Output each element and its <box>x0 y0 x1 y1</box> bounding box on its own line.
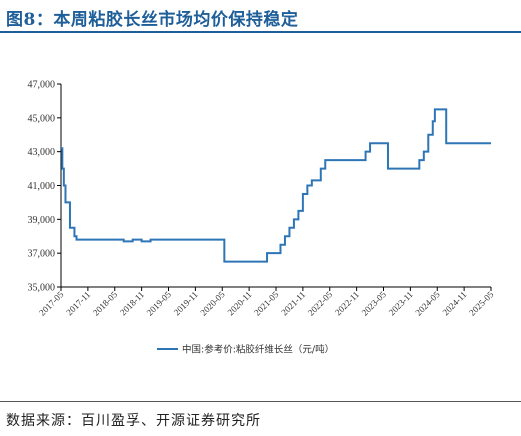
x-tick-label: 2023-05 <box>360 289 389 318</box>
title-divider <box>0 31 521 33</box>
x-tick-label: 2022-05 <box>306 289 335 318</box>
figure-source: 数据来源：百川盈孚、开源证券研究所 <box>6 413 261 429</box>
x-tick-label: 2025-05 <box>467 289 496 318</box>
x-tick-label: 2019-11 <box>172 289 200 317</box>
x-tick-label: 2019-05 <box>145 289 174 318</box>
x-tick-label: 2021-05 <box>252 289 281 318</box>
y-tick-label: 47,000 <box>28 80 56 91</box>
legend-label: 中国:参考价:粘胶纤维长丝（元/吨） <box>182 344 334 356</box>
x-tick-label: 2018-05 <box>91 289 120 318</box>
series-layer <box>61 108 491 263</box>
x-tick-label: 2022-11 <box>333 289 361 317</box>
legend: 中国:参考价:粘胶纤维长丝（元/吨） <box>157 344 334 356</box>
x-tick-label: 2017-11 <box>64 289 92 317</box>
x-tick-label: 2024-05 <box>413 289 442 318</box>
y-axis: 35,000 37,000 39,000 41,000 43,000 45,000 47,0… <box>28 80 62 294</box>
y-tick-label: 41,000 <box>28 181 56 192</box>
x-tick-label: 2018-11 <box>118 289 146 317</box>
y-tick-label: 43,000 <box>28 147 56 158</box>
line-chart: 35,000 37,000 39,000 41,000 43,000 45,000 47,0… <box>28 80 496 356</box>
figure-title: 图8：本周粘胶长丝市场均价保持稳定 <box>6 10 299 30</box>
source-divider <box>0 401 521 402</box>
y-tick-label: 39,000 <box>28 215 56 226</box>
series-line <box>61 108 491 263</box>
x-tick-label: 2020-11 <box>225 289 253 317</box>
x-axis: 2017-052017-112018-052018-112019-052019-… <box>37 286 496 318</box>
x-tick-label: 2020-05 <box>198 289 227 318</box>
y-tick-label: 35,000 <box>28 283 56 294</box>
x-tick-label: 2024-11 <box>440 289 468 317</box>
x-tick-label: 2021-11 <box>279 289 307 317</box>
y-tick-label: 37,000 <box>28 249 56 260</box>
x-tick-label: 2023-11 <box>387 289 415 317</box>
y-tick-label: 45,000 <box>28 113 56 124</box>
